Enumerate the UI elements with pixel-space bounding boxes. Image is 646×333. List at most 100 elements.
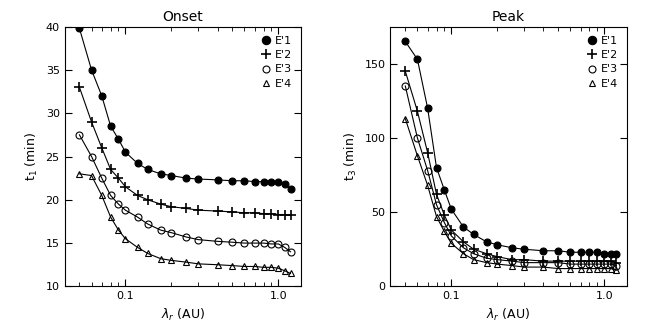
E'4 (470, 258, 477, 262)
E'2 (594, 259, 601, 263)
E'2 (240, 211, 248, 215)
E'1 (240, 179, 248, 183)
E'3 (287, 250, 295, 254)
E'2 (194, 208, 202, 212)
E'4 (98, 193, 106, 197)
E'3 (229, 240, 236, 244)
E'1 (167, 173, 175, 177)
E'3 (585, 262, 593, 266)
E'1 (281, 182, 289, 186)
E'3 (448, 234, 455, 238)
E'3 (459, 246, 467, 250)
E'4 (483, 261, 490, 265)
E'1 (260, 179, 267, 183)
E'3 (267, 242, 275, 246)
E'1 (287, 187, 295, 191)
E'1 (521, 247, 528, 251)
E'4 (267, 265, 275, 269)
E'4 (134, 245, 141, 249)
E'1 (600, 252, 608, 256)
E'1 (448, 207, 455, 211)
Legend: E'1, E'2, E'3, E'4: E'1, E'2, E'3, E'4 (584, 32, 621, 92)
E'2 (612, 261, 620, 265)
E'4 (539, 265, 547, 269)
E'1 (441, 188, 448, 192)
E'4 (114, 228, 122, 232)
E'4 (600, 267, 608, 271)
E'1 (594, 250, 601, 254)
E'2 (521, 258, 528, 262)
E'2 (401, 69, 409, 73)
E'2 (167, 205, 175, 209)
E'2 (214, 209, 222, 213)
E'2 (494, 255, 501, 259)
E'3 (607, 262, 614, 266)
E'4 (144, 251, 152, 255)
E'2 (260, 212, 267, 216)
E'1 (275, 180, 282, 184)
E'4 (612, 268, 620, 272)
E'1 (401, 40, 409, 44)
E'2 (413, 109, 421, 113)
E'2 (448, 228, 455, 232)
E'1 (459, 225, 467, 229)
Line: E'1: E'1 (402, 38, 620, 257)
E'3 (114, 202, 122, 206)
E'4 (76, 172, 83, 176)
E'3 (401, 84, 409, 88)
E'4 (554, 267, 562, 271)
E'4 (441, 229, 448, 233)
E'4 (594, 267, 601, 271)
E'1 (229, 179, 236, 183)
E'3 (433, 203, 441, 207)
E'1 (157, 172, 165, 176)
E'3 (567, 262, 574, 266)
E'3 (577, 262, 585, 266)
E'1 (107, 124, 114, 128)
E'2 (134, 193, 141, 197)
E'2 (182, 206, 190, 210)
Line: E'1: E'1 (76, 25, 294, 193)
E'2 (88, 120, 96, 124)
E'2 (229, 210, 236, 214)
E'1 (612, 252, 620, 256)
E'1 (251, 179, 258, 183)
E'1 (539, 249, 547, 253)
E'3 (441, 220, 448, 224)
E'3 (413, 136, 421, 140)
E'3 (88, 155, 96, 159)
E'2 (287, 213, 295, 217)
Line: E'4: E'4 (402, 115, 620, 273)
E'4 (157, 257, 165, 261)
E'2 (76, 85, 83, 89)
E'1 (88, 68, 96, 72)
E'4 (121, 237, 129, 241)
E'4 (494, 262, 501, 266)
E'3 (107, 193, 114, 197)
E'3 (521, 261, 528, 265)
E'4 (88, 173, 96, 177)
E'3 (194, 238, 202, 242)
E'2 (251, 211, 258, 215)
E'4 (214, 263, 222, 267)
Line: E'4: E'4 (76, 170, 294, 277)
E'2 (508, 258, 516, 262)
E'2 (98, 146, 106, 150)
E'2 (424, 151, 432, 155)
Y-axis label: t$_3$ (min): t$_3$ (min) (343, 132, 359, 181)
X-axis label: $\lambda_r$ (AU): $\lambda_r$ (AU) (161, 307, 205, 323)
E'3 (157, 228, 165, 232)
E'4 (607, 267, 614, 271)
E'2 (144, 198, 152, 202)
Title: Onset: Onset (162, 10, 203, 24)
E'3 (251, 241, 258, 245)
E'4 (194, 262, 202, 266)
X-axis label: $\lambda_r$ (AU): $\lambda_r$ (AU) (486, 307, 530, 323)
E'4 (459, 252, 467, 256)
Legend: E'1, E'2, E'3, E'4: E'1, E'2, E'3, E'4 (258, 32, 295, 92)
E'3 (167, 231, 175, 235)
E'2 (433, 192, 441, 196)
E'2 (567, 259, 574, 263)
E'1 (508, 246, 516, 250)
E'2 (441, 213, 448, 217)
